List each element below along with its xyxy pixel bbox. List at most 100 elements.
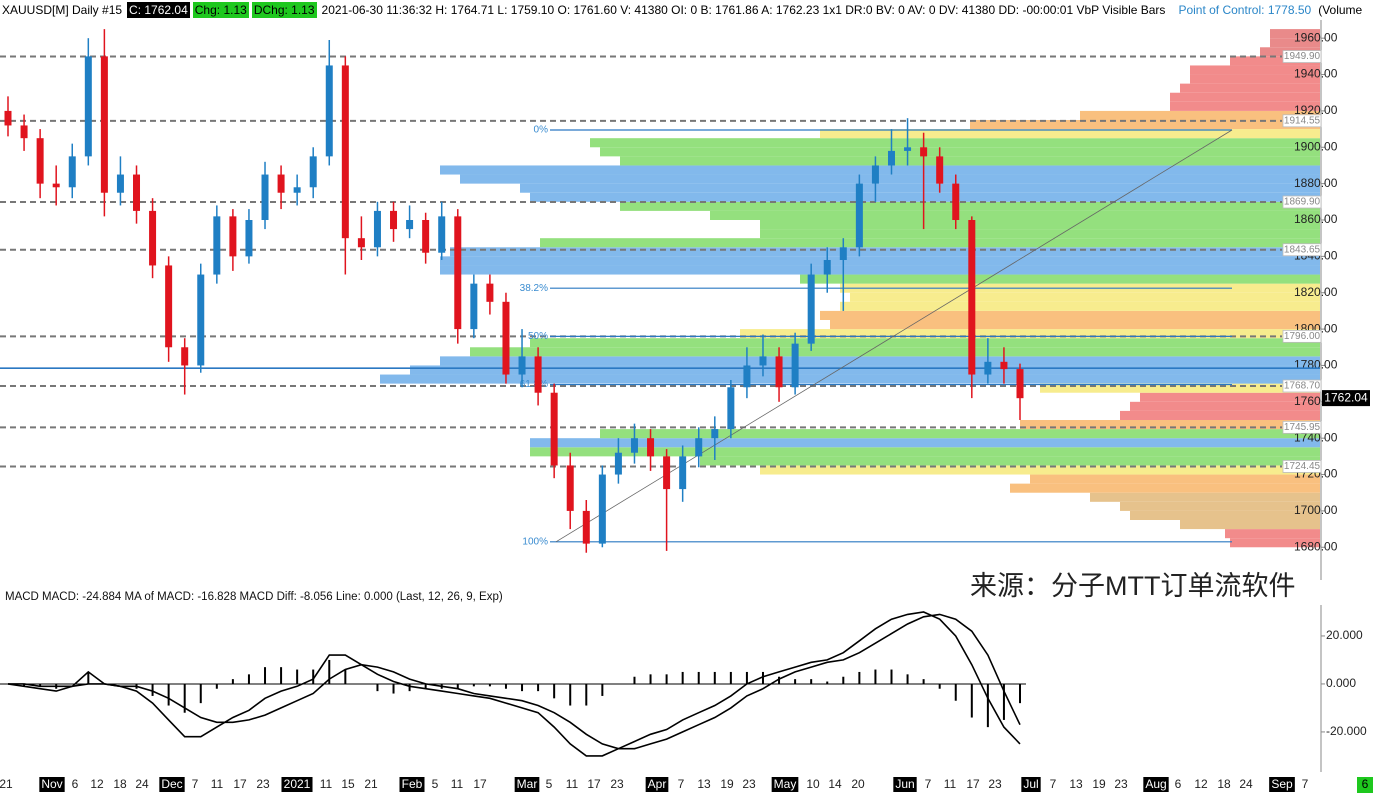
fib-label: 0% <box>534 125 549 136</box>
volume-profile-bar <box>820 310 1320 320</box>
daily-change: DChg: 1.13 <box>251 1 317 18</box>
x-tick-label: 7 <box>925 777 932 791</box>
candle-body <box>630 438 638 453</box>
y-tick-label: 1940.00 <box>1294 67 1338 81</box>
point-of-control: Point of Control: 1778.50 <box>1178 2 1312 17</box>
candle-body <box>1000 361 1008 370</box>
volume-profile-bar <box>850 292 1320 302</box>
volume-profile-bar <box>410 365 1320 375</box>
x-month-box <box>514 777 540 792</box>
y-tick-label: 1740.00 <box>1294 430 1338 444</box>
level-label: 1949.90 <box>1284 51 1321 62</box>
x-tick-label: 23 <box>1114 777 1128 791</box>
corner-badge-box <box>1357 777 1373 793</box>
symbol: XAUUSD[M] Daily #15 <box>2 2 123 17</box>
x-tick-label: 17 <box>233 777 247 791</box>
candle-body <box>341 65 349 239</box>
x-tick-label: 13 <box>1069 777 1083 791</box>
candle-body <box>566 465 574 511</box>
volume-profile-bar <box>540 238 1320 248</box>
candle-body <box>454 216 462 330</box>
candle-body <box>197 274 205 366</box>
x-month-group: Mar <box>514 777 540 792</box>
x-month-group: Jul <box>1021 777 1041 792</box>
x-tick-label: Aug <box>1145 777 1166 791</box>
candle-body <box>181 347 189 366</box>
level-label-box <box>1282 460 1322 473</box>
candle-body <box>229 216 237 257</box>
x-month-group: Sep <box>1269 777 1295 792</box>
volume-label: (Volume <box>1318 2 1363 17</box>
volume-profile-bar <box>440 265 1320 275</box>
x-month-group: Nov <box>39 777 65 792</box>
candle-body <box>936 156 944 184</box>
candle-body <box>309 156 317 188</box>
volume-profile-bar <box>1020 420 1320 430</box>
x-month-group: Dec <box>159 777 185 792</box>
volume-profile-bar <box>600 147 1320 157</box>
candle-body <box>968 220 976 375</box>
x-tick-label: 11 <box>944 777 957 791</box>
y-tick-label: 1900.00 <box>1294 139 1338 153</box>
x-tick-label: 17 <box>473 777 487 791</box>
volume-profile-bar <box>1180 520 1320 530</box>
candle-body <box>598 474 606 544</box>
volume-profile-bar <box>600 429 1320 439</box>
candle-body <box>406 220 414 230</box>
x-tick-label: 23 <box>742 777 756 791</box>
volume-profile-bar <box>460 174 1320 184</box>
x-month-box <box>771 777 799 792</box>
candle-body <box>84 56 92 157</box>
volume-profile-bar <box>620 201 1320 211</box>
x-tick-label: 20 <box>851 777 865 791</box>
signal-line <box>8 613 1021 750</box>
x-month-group: 2021 <box>281 777 313 792</box>
y-tick-label: 0.000 <box>1326 676 1356 690</box>
macd-title: MACD MACD: -24.884 MA of MACD: -16.828 M… <box>5 591 503 603</box>
volume-profile-bar <box>760 220 1320 230</box>
x-tick-label: 12 <box>1194 777 1208 791</box>
x-tick-label: 17 <box>966 777 980 791</box>
fib-label: 50% <box>528 331 548 342</box>
x-month-box <box>399 777 425 792</box>
volume-profile-bar <box>1170 101 1320 111</box>
candle-body <box>695 438 703 457</box>
volume-profile-bar <box>710 210 1320 220</box>
x-tick-label: 17 <box>587 777 601 791</box>
volume-profile-bar <box>530 338 1320 348</box>
candle-body <box>373 210 381 248</box>
volume-profile-bar <box>700 456 1320 466</box>
level-label: 1768.70 <box>1284 381 1321 392</box>
level-label-box <box>1282 420 1322 434</box>
x-month-group: Jun <box>893 777 917 792</box>
volume-profile-bar <box>440 256 1320 266</box>
volume-profile-bar <box>620 156 1320 166</box>
candle-body <box>759 356 767 366</box>
x-tick-label: 18 <box>1217 777 1231 791</box>
volume-profile-bar <box>1270 29 1320 39</box>
x-tick-label: 13 <box>697 777 711 791</box>
candle-body <box>486 283 494 302</box>
candle-body <box>149 210 157 266</box>
candle-body <box>647 438 655 457</box>
x-month-group: Feb <box>399 777 425 792</box>
level-label: 1843.65 <box>1284 244 1321 255</box>
volume-profile-bar <box>530 438 1320 448</box>
volume-profile-bar <box>1030 474 1320 484</box>
x-tick-label: 7 <box>192 777 199 791</box>
level-label-box <box>1282 50 1322 63</box>
volume-profile-bar <box>760 229 1320 239</box>
x-month-box <box>281 777 313 792</box>
candle-body <box>36 138 44 184</box>
y-tick-label: 1880.00 <box>1294 176 1338 190</box>
volume-profile-bar <box>840 301 1320 311</box>
volume-profile-bar <box>800 274 1320 284</box>
volume-profile-bar <box>1130 401 1320 411</box>
x-tick-label: May <box>774 777 797 791</box>
candle-body <box>20 125 28 139</box>
volume-profile-bar <box>760 465 1320 475</box>
y-tick-label: 1780.00 <box>1294 358 1338 372</box>
volume-profile-bar <box>1230 56 1320 66</box>
candle-body <box>213 216 221 275</box>
x-month-box <box>1021 777 1041 792</box>
